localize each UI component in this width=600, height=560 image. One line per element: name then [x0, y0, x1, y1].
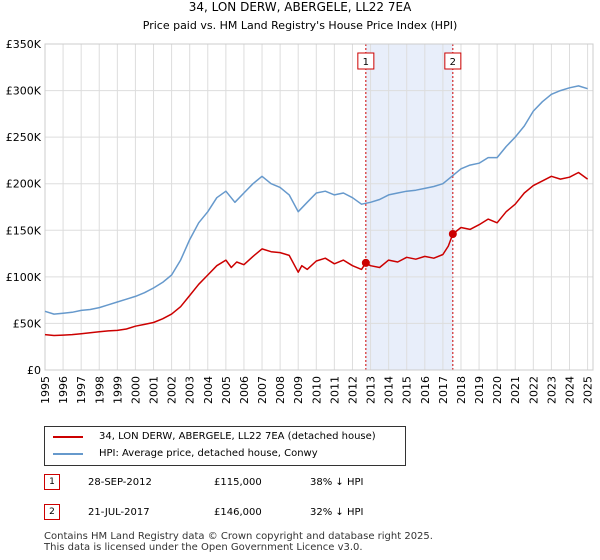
x-tick-label: 2008 — [274, 376, 287, 404]
x-tick-label: 2015 — [401, 376, 414, 404]
y-tick-label: £250K — [6, 131, 42, 144]
x-tick-label: 2011 — [328, 376, 341, 404]
sale-price: £115,000 — [214, 477, 262, 488]
legend-swatch-property — [53, 436, 83, 438]
sale-date: 21-JUL-2017 — [88, 507, 150, 518]
footer-line: This data is licensed under the Open Gov… — [44, 542, 363, 553]
x-tick-label: 2001 — [148, 376, 161, 404]
x-tick-label: 2019 — [473, 376, 486, 404]
x-tick-label: 2018 — [455, 376, 468, 404]
legend-swatch-hpi — [53, 453, 83, 455]
y-tick-label: £200K — [6, 178, 42, 191]
x-tick-label: 2023 — [545, 376, 558, 404]
chart-subtitle: Price paid vs. HM Land Registry's House … — [143, 19, 458, 32]
sale-hpi-diff: 32% ↓ HPI — [310, 507, 364, 518]
sale-number-badge: 1 — [44, 474, 60, 490]
x-tick-label: 2021 — [509, 376, 522, 404]
footer-attribution: Contains HM Land Registry data © Crown c… — [44, 531, 433, 553]
x-tick-label: 2009 — [292, 376, 305, 404]
legend-label-property: 34, LON DERW, ABERGELE, LL22 7EA (detach… — [99, 431, 376, 442]
sale-label: 1 — [363, 57, 369, 68]
hpi-line — [44, 85, 588, 315]
x-tick-label: 2013 — [365, 376, 378, 404]
legend-label-hpi: HPI: Average price, detached house, Conw… — [99, 448, 318, 459]
x-tick-label: 2002 — [166, 376, 179, 404]
sale-point — [448, 230, 457, 239]
x-tick-label: 1997 — [75, 376, 88, 404]
footer-line: Contains HM Land Registry data © Crown c… — [44, 531, 433, 542]
y-tick-label: £100K — [6, 271, 42, 284]
sale-point — [361, 258, 370, 267]
property-price-line — [44, 171, 589, 337]
x-tick-label: 2000 — [129, 376, 142, 404]
sale-date: 28-SEP-2012 — [88, 477, 152, 488]
y-tick-label: £50K — [13, 317, 42, 330]
y-tick-label: £350K — [6, 38, 42, 51]
x-tick-label: 2017 — [437, 376, 450, 404]
plot-frame — [44, 43, 594, 371]
chart-title: 34, LON DERW, ABERGELE, LL22 7EA — [189, 0, 412, 14]
price-chart: 34, LON DERW, ABERGELE, LL22 7EA Price p… — [6, 0, 595, 404]
x-tick-label: 2016 — [419, 376, 432, 404]
y-tick-label: £300K — [6, 85, 42, 98]
x-tick-label: 2006 — [238, 376, 251, 404]
sale-label-box — [444, 52, 462, 70]
x-tick-label: 1995 — [39, 376, 52, 404]
x-tick-label: 1998 — [93, 376, 106, 404]
sale-hpi-diff: 38% ↓ HPI — [310, 477, 364, 488]
x-tick-label: 1996 — [57, 376, 70, 404]
x-tick-label: 2007 — [256, 376, 269, 404]
x-tick-label: 2010 — [310, 376, 323, 404]
y-tick-label: £0 — [27, 364, 41, 377]
x-tick-label: 2004 — [202, 376, 215, 404]
x-tick-label: 2025 — [582, 376, 595, 404]
x-tick-label: 1999 — [111, 376, 124, 404]
sale-number-badge: 2 — [44, 504, 60, 520]
x-tick-label: 2022 — [527, 376, 540, 404]
x-tick-label: 2012 — [346, 376, 359, 404]
x-tick-label: 2024 — [563, 376, 576, 404]
x-tick-label: 2005 — [220, 376, 233, 404]
legend: 34, LON DERW, ABERGELE, LL22 7EA (detach… — [44, 426, 406, 466]
sale-price: £146,000 — [214, 507, 262, 518]
sales-period-shade — [365, 44, 453, 370]
sale-label-box — [357, 52, 375, 70]
x-tick-label: 2020 — [491, 376, 504, 404]
y-tick-label: £150K — [6, 224, 42, 237]
sale-label: 2 — [450, 57, 456, 68]
x-tick-label: 2014 — [383, 376, 396, 404]
x-tick-label: 2003 — [184, 376, 197, 404]
